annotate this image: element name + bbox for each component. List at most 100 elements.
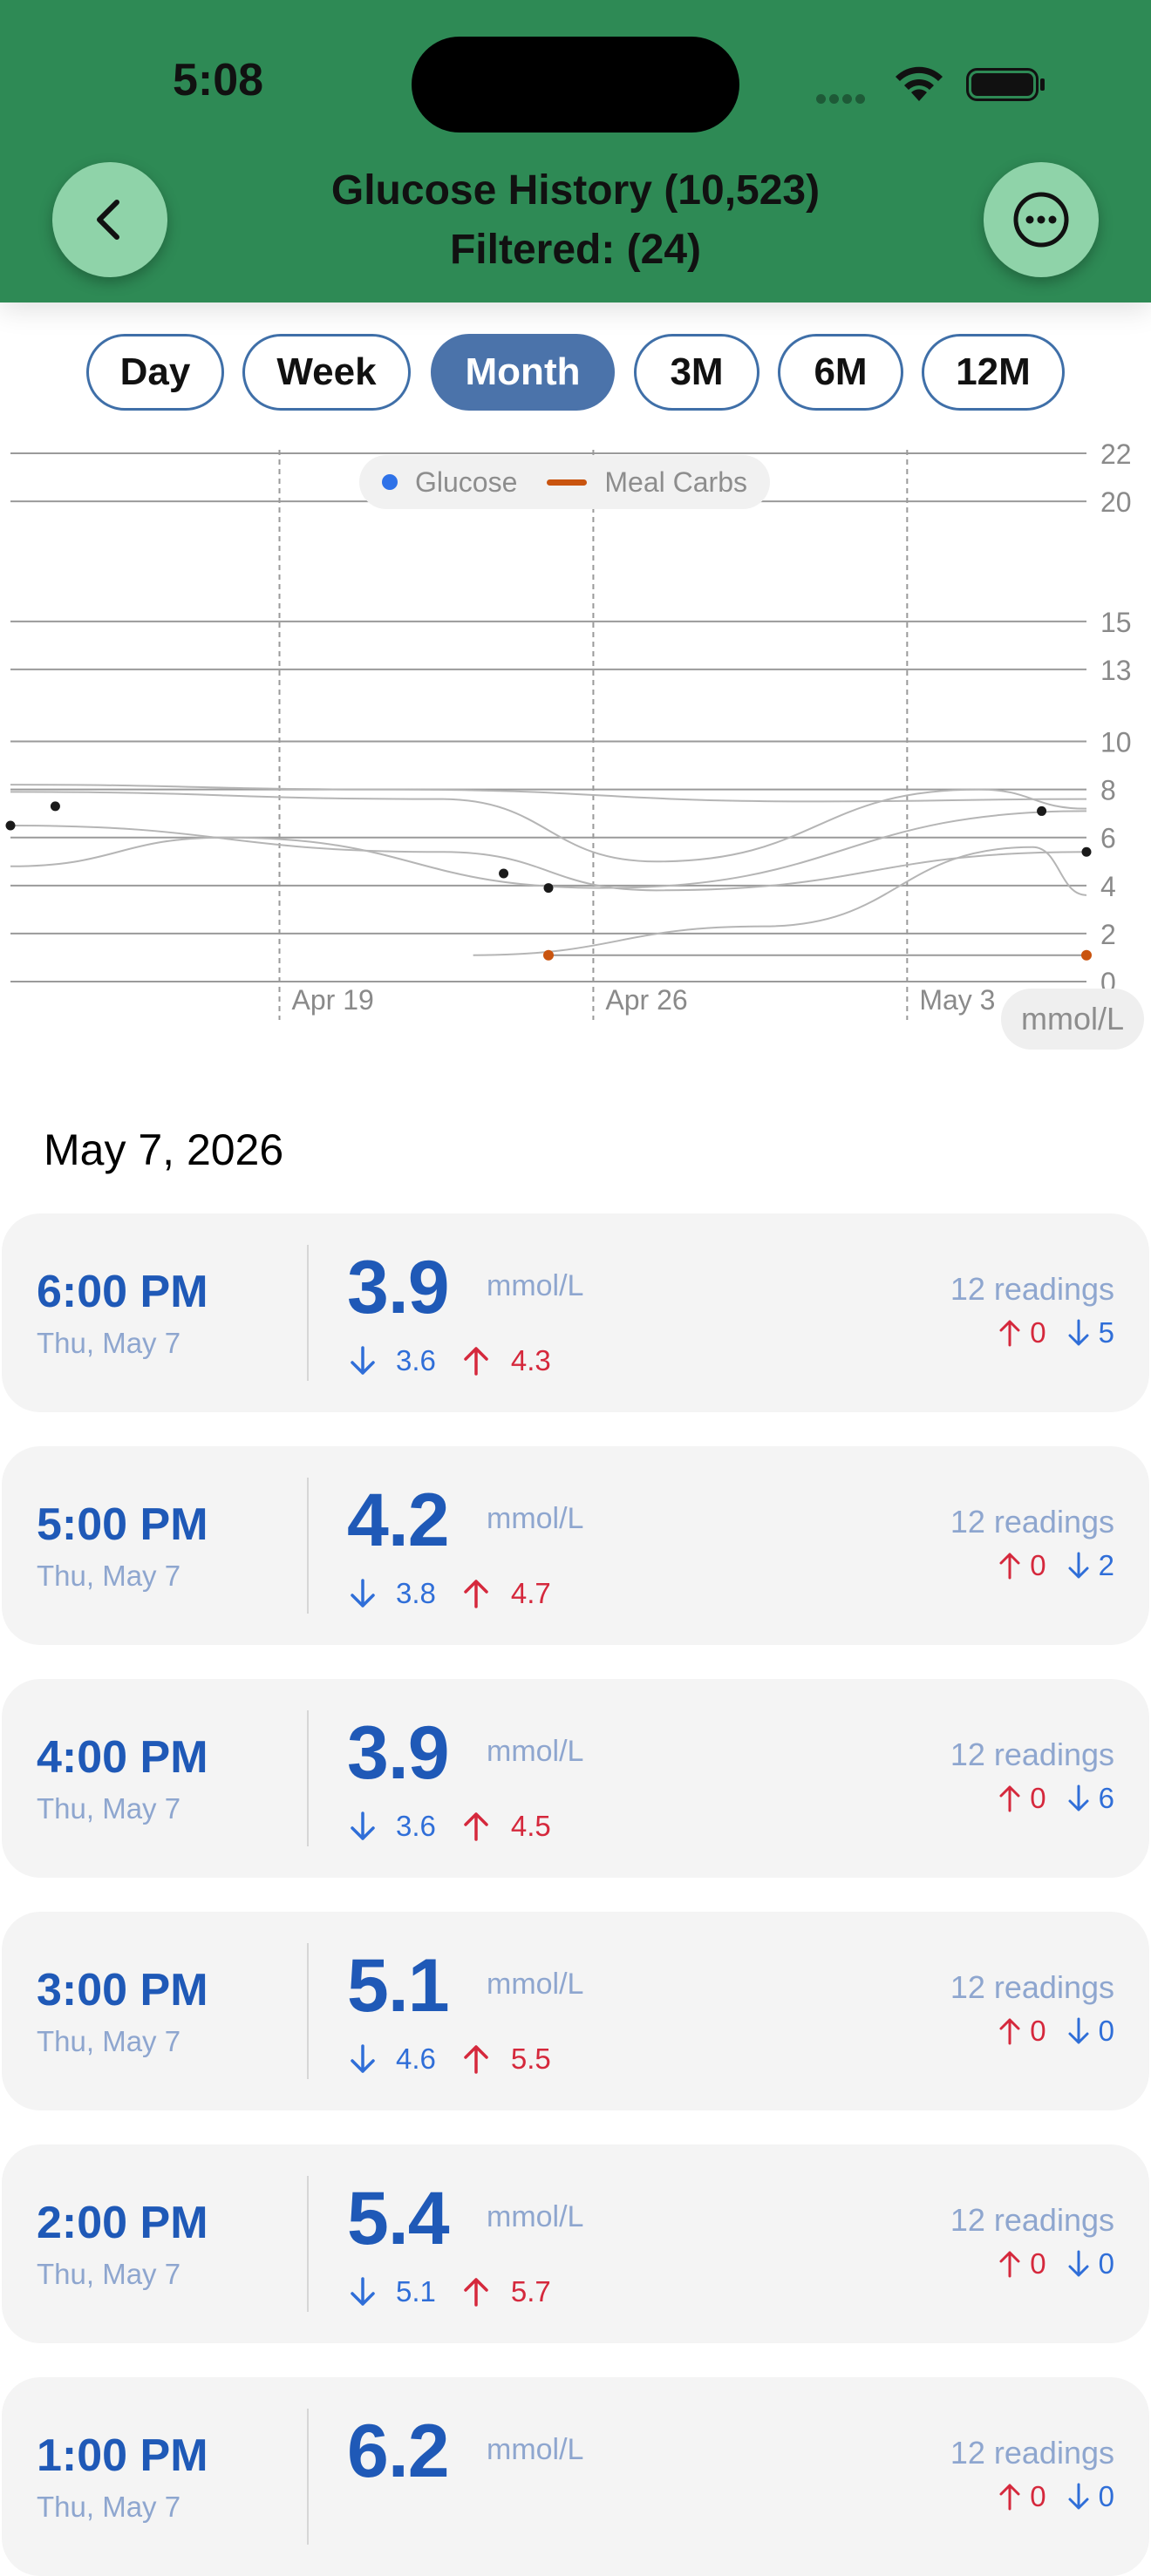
readings-count: 12 readings <box>950 1271 1114 1307</box>
trend-line <box>10 788 1087 863</box>
list-item[interactable]: 1:00 PM Thu, May 7 6.2 mmol/L 12 readings 0 0 <box>2 2377 1149 2576</box>
average-value: 3.9 <box>347 1711 450 1795</box>
arrow-down-icon <box>1067 2016 1090 2046</box>
arrow-down-icon <box>1067 1784 1090 1813</box>
tab-month[interactable]: Month <box>431 334 615 411</box>
hour-time: 4:00 PM <box>37 1732 208 1783</box>
title-count: Glucose History (10,523) <box>330 167 821 214</box>
hour-day: Thu, May 7 <box>37 1560 181 1592</box>
arrow-down-icon <box>347 2275 378 2308</box>
y-tick-label: 15 <box>1100 607 1132 638</box>
wifi-icon <box>896 66 943 101</box>
min-value: 4.6 <box>396 2042 436 2075</box>
tab-12m[interactable]: 12M <box>922 334 1065 411</box>
high-count: 0 <box>1030 2480 1046 2512</box>
range-selector: Day Week Month 3M 6M 12M <box>0 334 1151 414</box>
x-tick-label: May 3 <box>919 984 995 1016</box>
card-divider <box>307 1943 309 2079</box>
y-tick-label: 6 <box>1100 823 1116 854</box>
glucose-chart[interactable]: 0 2 4 6 8 10 13 15 20 22 Apr 19 Apr 26 May 3 Glucose… <box>0 427 1151 1055</box>
trend-line <box>10 810 1087 889</box>
high-count: 0 <box>1030 2015 1046 2047</box>
arrow-up-icon <box>460 1344 492 1377</box>
chart-legend: Glucose Meal Carbs <box>359 455 770 509</box>
value-unit: mmol/L <box>487 1502 584 1535</box>
low-count: 0 <box>1098 2247 1114 2280</box>
arrow-down-icon <box>1067 2482 1090 2511</box>
arrow-up-icon <box>460 2042 492 2076</box>
chevron-left-icon <box>97 200 119 240</box>
tab-3m[interactable]: 3M <box>634 334 759 411</box>
card-divider <box>307 2409 309 2545</box>
readings-count: 12 readings <box>950 1504 1114 1539</box>
list-item[interactable]: 3:00 PM Thu, May 7 5.1 mmol/L 4.6 5.5 12 readi… <box>2 1912 1149 2110</box>
min-value: 3.6 <box>396 1810 436 1842</box>
glucose-point <box>543 883 554 894</box>
tab-6m[interactable]: 6M <box>778 334 903 411</box>
status-time: 5:08 <box>172 55 264 105</box>
card-divider <box>307 2176 309 2312</box>
arrow-up-icon <box>998 1784 1021 1813</box>
arrow-down-icon <box>1067 2249 1090 2279</box>
max-value: 4.3 <box>510 1344 551 1376</box>
low-count: 2 <box>1098 1549 1114 1581</box>
list-item[interactable]: 6:00 PM Thu, May 7 3.9 mmol/L 3.6 4.3 12 readi… <box>2 1213 1149 1412</box>
hour-time: 3:00 PM <box>37 1965 208 2015</box>
glucose-point <box>499 868 509 879</box>
glucose-point <box>1081 846 1092 857</box>
arrow-up-icon <box>998 2016 1021 2046</box>
min-value: 3.6 <box>396 1344 436 1376</box>
card-divider <box>307 1710 309 1846</box>
app-header: 5:08 Glucose History (10,523) Filtered: … <box>0 0 1151 302</box>
value-unit: mmol/L <box>487 2433 584 2466</box>
hour-day: Thu, May 7 <box>37 1327 181 1359</box>
min-value: 5.1 <box>396 2275 436 2308</box>
arrow-up-icon <box>998 1551 1021 1580</box>
page-title: Glucose History (10,523) Filtered: (24) <box>227 161 924 280</box>
list-item[interactable]: 2:00 PM Thu, May 7 5.4 mmol/L 5.1 5.7 12 readi… <box>2 2144 1149 2343</box>
y-tick-label: 8 <box>1100 775 1116 806</box>
max-value: 5.5 <box>510 2042 551 2075</box>
value-unit: mmol/L <box>487 1968 584 2001</box>
average-value: 6.2 <box>347 2409 450 2493</box>
y-tick-label: 22 <box>1100 438 1132 470</box>
arrow-up-icon <box>998 2482 1021 2511</box>
low-count: 0 <box>1098 2015 1114 2047</box>
trend-line <box>473 846 1087 956</box>
arrow-up-icon <box>998 2249 1021 2279</box>
arrow-down-icon <box>347 1344 378 1377</box>
low-count: 6 <box>1098 1782 1114 1814</box>
legend-glucose: Glucose <box>415 466 518 498</box>
readings-count: 12 readings <box>950 2202 1114 2238</box>
tab-week[interactable]: Week <box>242 334 411 411</box>
back-button[interactable] <box>52 162 167 277</box>
arrow-up-icon <box>460 1810 492 1843</box>
average-value: 4.2 <box>347 1478 450 1562</box>
max-value: 4.5 <box>510 1810 551 1842</box>
readings-count: 12 readings <box>950 2435 1114 2471</box>
meal-carbs-point <box>1081 949 1092 961</box>
average-value: 5.4 <box>347 2177 450 2260</box>
arrow-down-icon <box>347 1577 378 1610</box>
arrow-up-icon <box>460 1577 492 1610</box>
low-count: 0 <box>1098 2480 1114 2512</box>
max-value: 5.7 <box>510 2275 551 2308</box>
value-unit: mmol/L <box>487 1735 584 1768</box>
list-item[interactable]: 4:00 PM Thu, May 7 3.9 mmol/L 3.6 4.5 12 readi… <box>2 1679 1149 1878</box>
low-count: 5 <box>1098 1316 1114 1349</box>
card-divider <box>307 1245 309 1381</box>
glucose-point <box>1037 805 1047 816</box>
min-max: 3.6 4.3 <box>347 1344 551 1377</box>
title-filtered: Filtered: (24) <box>449 227 702 273</box>
arrow-down-icon <box>1067 1318 1090 1348</box>
tab-day[interactable]: Day <box>86 334 224 411</box>
hour-time: 2:00 PM <box>37 2198 208 2248</box>
list-item[interactable]: 5:00 PM Thu, May 7 4.2 mmol/L 3.8 4.7 12 readi… <box>2 1446 1149 1645</box>
unit-badge[interactable]: mmol/L <box>1001 989 1144 1050</box>
more-options-button[interactable] <box>984 162 1099 277</box>
arrow-down-icon <box>347 1810 378 1843</box>
